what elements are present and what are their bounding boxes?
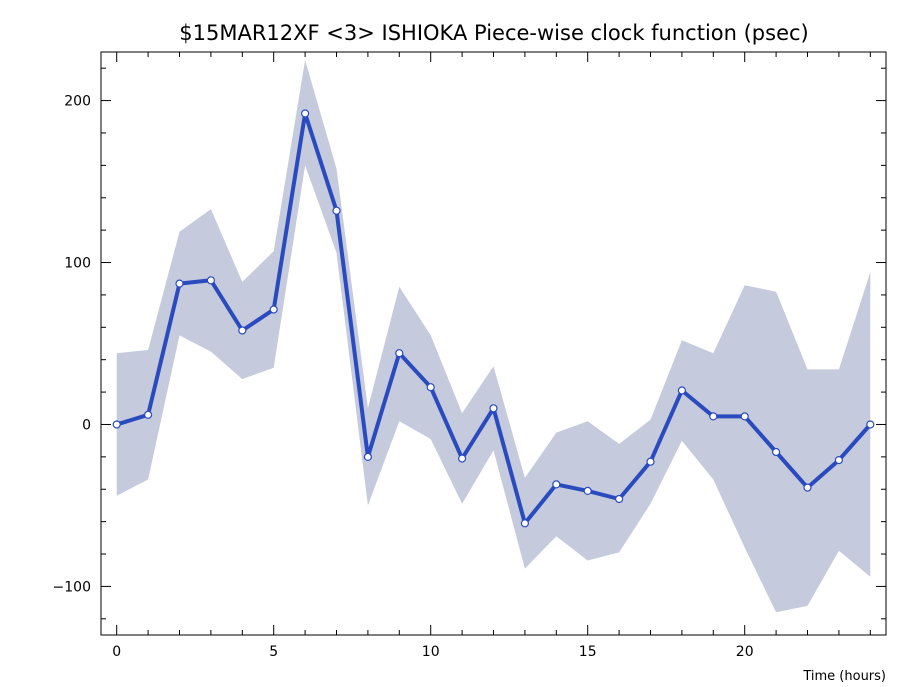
x-tick-label: 0: [112, 644, 121, 660]
data-point: [520, 519, 530, 528]
data-point: [363, 452, 372, 461]
data-point: [426, 383, 435, 392]
data-point: [583, 486, 592, 495]
data-point: [301, 109, 310, 118]
y-tick-label: −100: [53, 579, 91, 595]
data-point: [771, 447, 781, 457]
y-tick-label: 0: [82, 417, 91, 433]
data-marker-layer: [112, 109, 875, 528]
data-point: [834, 456, 844, 465]
data-point: [175, 279, 184, 288]
data-point: [740, 412, 749, 421]
data-point: [238, 326, 247, 335]
data-point: [144, 410, 153, 419]
data-point: [709, 412, 718, 421]
uncertainty-band: [116, 60, 871, 613]
data-point: [677, 386, 687, 395]
data-point: [332, 206, 341, 215]
data-point: [489, 404, 498, 413]
data-point: [458, 454, 467, 463]
axis-tick-layer: 0 5 10 15 20 −100 0 100 200: [53, 52, 886, 660]
data-point: [866, 420, 875, 429]
data-point: [112, 420, 121, 429]
y-tick-label: 100: [64, 256, 91, 272]
data-point: [395, 349, 404, 358]
x-tick-label: 5: [269, 644, 278, 660]
x-tick-label: 10: [422, 644, 440, 660]
data-point: [614, 494, 624, 504]
data-point: [646, 457, 655, 466]
x-tick-label: 20: [736, 644, 754, 660]
chart-title: $15MAR12XF <3> ISHIOKA Piece-wise clock …: [179, 21, 808, 45]
x-tick-label: 15: [579, 644, 597, 660]
data-point: [206, 276, 215, 285]
data-point: [269, 305, 278, 314]
data-point: [803, 483, 812, 492]
y-tick-label: 200: [64, 94, 91, 110]
data-point: [552, 480, 561, 489]
x-axis-label: Time (hours): [802, 669, 886, 684]
uncertainty-band-layer: [116, 60, 871, 613]
